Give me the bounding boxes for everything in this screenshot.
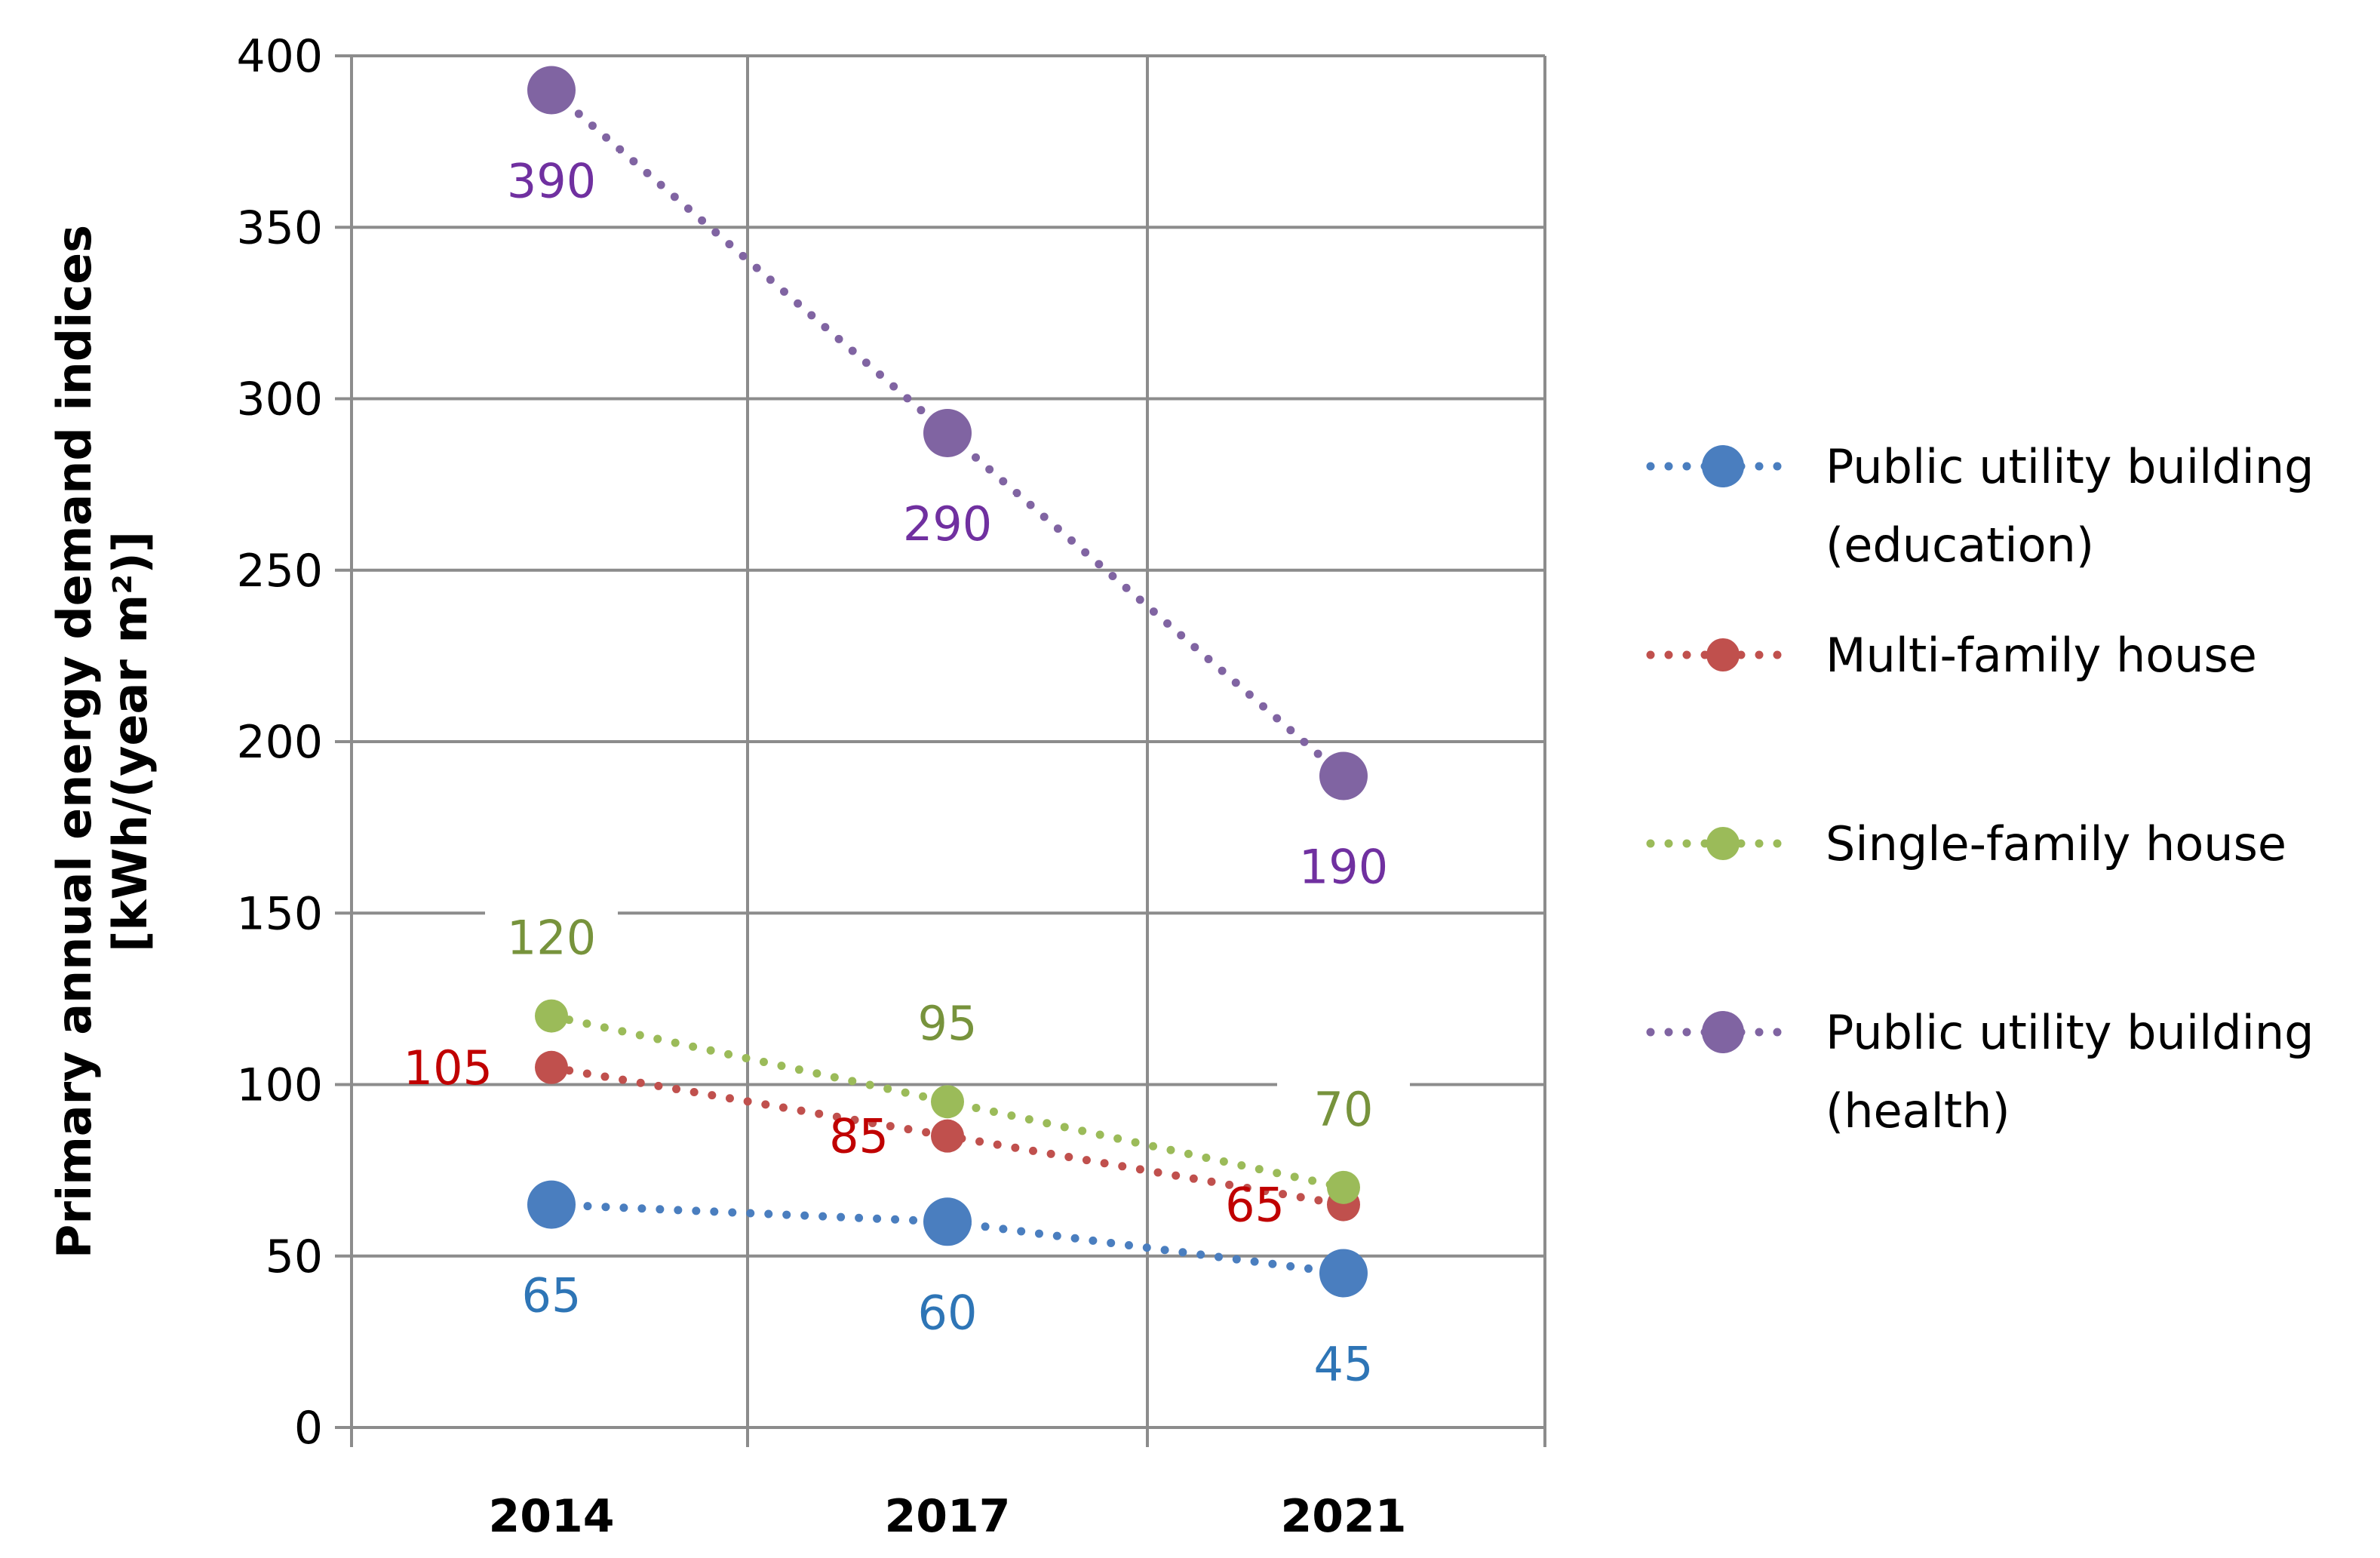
data-label: 65 <box>522 1268 582 1323</box>
data-label: 120 <box>507 911 596 966</box>
x-tick-label: 2021 <box>1281 1490 1407 1543</box>
data-label: 45 <box>1314 1336 1374 1391</box>
y-tick-label: 350 <box>236 201 323 254</box>
legend-label-line: Public utility building <box>1826 439 2314 494</box>
data-point <box>535 999 568 1033</box>
data-label-background <box>1277 1080 1410 1138</box>
data-label-background <box>1277 1335 1410 1393</box>
y-axis-title-line: [kWh/(year m²)] <box>103 531 158 952</box>
data-point <box>1319 1249 1368 1298</box>
data-label: 85 <box>829 1109 889 1164</box>
legend-swatch-marker <box>1702 445 1744 487</box>
data-label-background <box>881 994 1014 1052</box>
y-axis-title: Primary annual energy demand indices[kWh… <box>47 225 158 1258</box>
y-tick-label: 400 <box>236 30 323 83</box>
x-tick-label: 2014 <box>489 1490 615 1543</box>
data-point <box>527 1180 576 1229</box>
data-point <box>931 1085 964 1119</box>
legend-label: Single-family house <box>1826 816 2286 871</box>
legend-label-line: Multi-family house <box>1826 628 2257 683</box>
y-tick-label: 300 <box>236 373 323 426</box>
y-tick-label: 50 <box>266 1231 323 1283</box>
legend-label-line: Single-family house <box>1826 816 2286 871</box>
data-point <box>1327 1170 1360 1204</box>
data-label: 95 <box>918 996 978 1051</box>
data-label: 70 <box>1314 1082 1374 1137</box>
data-label: 190 <box>1299 839 1388 894</box>
legend: Public utility building (education) Multi-… <box>1646 439 2314 1139</box>
data-point <box>931 1119 964 1153</box>
data-label-background <box>1277 837 1410 896</box>
y-tick-label: 250 <box>236 545 323 598</box>
data-label: 65 <box>1225 1178 1285 1233</box>
data-labels: 65 60 45 105 85 65 120 95 70 390 290 190 <box>404 152 1410 1393</box>
data-point <box>923 408 972 457</box>
legend-label: Multi-family house <box>1826 628 2257 683</box>
legend-label-line: (health) <box>1826 1083 2010 1139</box>
data-label: 390 <box>507 153 596 208</box>
data-point <box>923 1197 972 1246</box>
y-tick-label: 150 <box>236 887 323 940</box>
data-label: 105 <box>404 1040 493 1096</box>
data-label: 60 <box>918 1285 978 1340</box>
data-label-background <box>485 1266 618 1324</box>
legend-swatch-marker <box>1706 638 1740 671</box>
axes: 0 50 100 150 200 250 300 350 400 2014 2017 2021 Prim… <box>47 30 1546 1543</box>
series-lines <box>527 66 1368 1298</box>
data-label: 290 <box>903 496 992 552</box>
legend-label: Public utility building (education) <box>1826 439 2314 573</box>
data-label-background <box>881 1283 1014 1341</box>
y-tick-label: 100 <box>236 1059 323 1112</box>
data-label-background <box>485 908 618 966</box>
y-tick-label: 0 <box>294 1402 323 1455</box>
legend-label-line: (education) <box>1826 518 2094 573</box>
y-axis-title-line: Primary annual energy demand indices <box>47 225 102 1258</box>
legend-swatch-marker <box>1706 827 1740 860</box>
legend-label: Public utility building (health) <box>1826 1005 2314 1139</box>
x-tick-label: 2017 <box>885 1490 1011 1543</box>
data-label-background <box>485 152 618 210</box>
legend-label-line: Public utility building <box>1826 1005 2314 1060</box>
legend-swatch-marker <box>1702 1011 1744 1053</box>
y-tick-label: 200 <box>236 716 323 769</box>
data-point <box>527 66 576 115</box>
data-label-background <box>881 494 1014 552</box>
data-point <box>535 1050 568 1084</box>
data-point <box>1319 751 1368 801</box>
